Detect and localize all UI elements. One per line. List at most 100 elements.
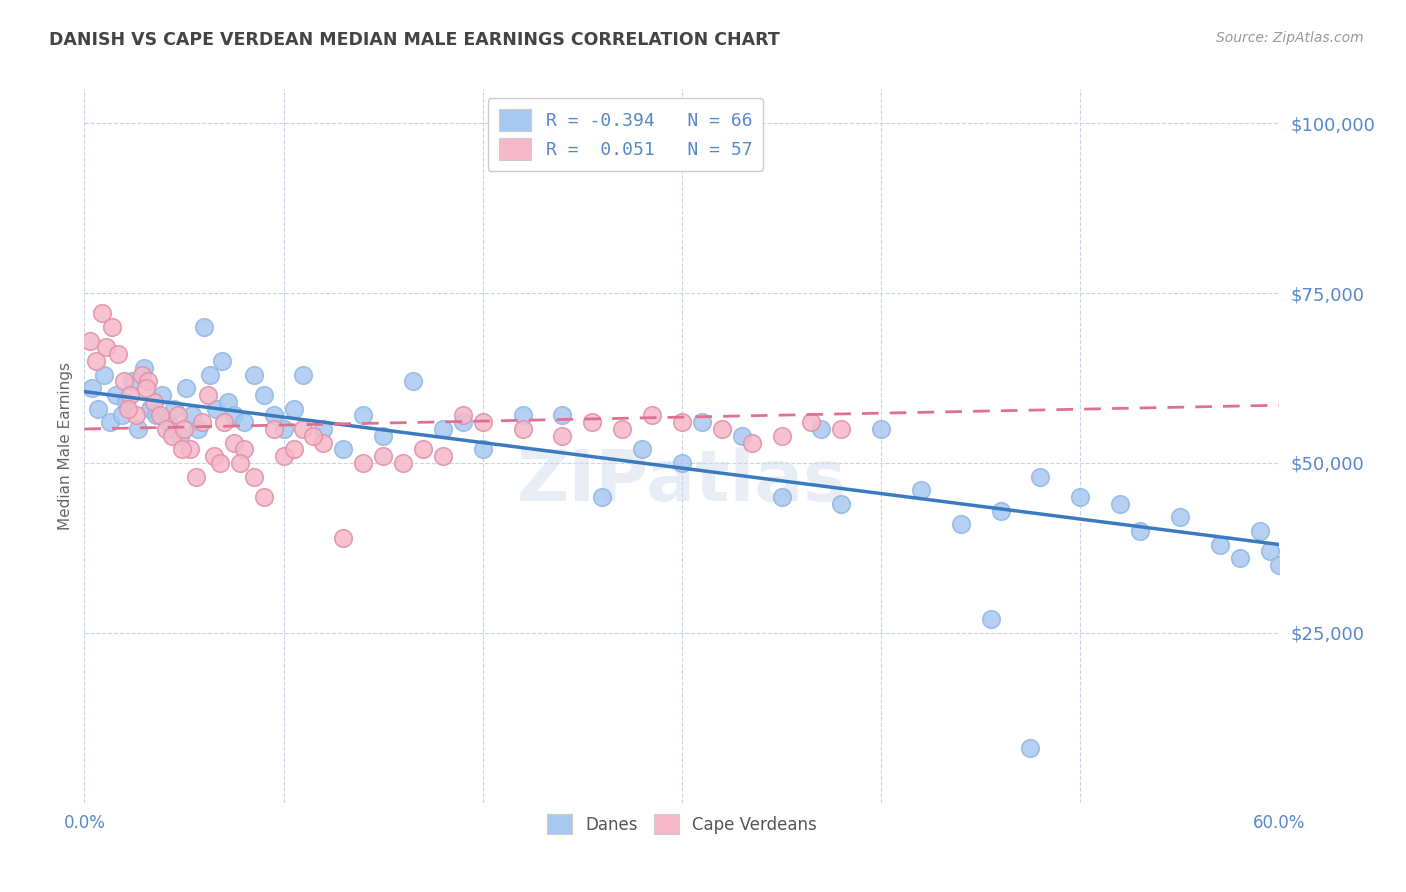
Point [160, 429, 183, 443]
Point [830, 422, 852, 436]
Point [512, 409, 534, 423]
Point [222, 409, 245, 423]
Point [283, 401, 305, 416]
Point [187, 422, 209, 436]
Point [184, 469, 207, 483]
Point [205, 401, 228, 416]
Point [211, 354, 233, 368]
Point [332, 442, 354, 457]
Point [273, 449, 295, 463]
Point [105, 388, 128, 402]
Point [107, 347, 129, 361]
Point [671, 415, 693, 429]
Text: Source: ZipAtlas.com: Source: ZipAtlas.com [1216, 31, 1364, 45]
Point [731, 429, 754, 443]
Point [101, 320, 124, 334]
Point [551, 429, 574, 443]
Point [1258, 544, 1281, 558]
Point [212, 415, 235, 429]
Point [551, 409, 574, 423]
Point [217, 394, 239, 409]
Point [292, 422, 315, 436]
Point [741, 435, 763, 450]
Point [631, 442, 654, 457]
Y-axis label: Median Male Earnings: Median Male Earnings [58, 362, 73, 530]
Point [117, 401, 139, 416]
Point [302, 429, 325, 443]
Point [120, 388, 142, 402]
Point [581, 415, 603, 429]
Point [392, 456, 415, 470]
Point [139, 401, 162, 416]
Point [263, 422, 285, 436]
Point [181, 409, 204, 423]
Point [352, 456, 374, 470]
Point [283, 442, 305, 457]
Point [451, 415, 474, 429]
Point [155, 422, 177, 436]
Point [222, 435, 245, 450]
Point [127, 422, 149, 436]
Point [121, 375, 143, 389]
Point [352, 409, 374, 423]
Point [292, 368, 315, 382]
Point [91, 306, 114, 320]
Point [145, 409, 167, 423]
Point [471, 442, 494, 457]
Point [671, 456, 693, 470]
Point [432, 449, 454, 463]
Point [949, 517, 972, 532]
Point [149, 409, 172, 423]
Point [800, 415, 823, 429]
Point [242, 368, 264, 382]
Point [1129, 524, 1152, 538]
Point [202, 449, 225, 463]
Point [115, 394, 138, 409]
Point [1069, 490, 1091, 504]
Point [870, 422, 893, 436]
Point [143, 394, 166, 409]
Point [86, 354, 108, 368]
Point [1019, 741, 1042, 756]
Point [173, 422, 195, 436]
Point [87, 401, 110, 416]
Point [770, 490, 793, 504]
Point [591, 490, 613, 504]
Point [232, 415, 254, 429]
Text: ZIPatlas: ZIPatlas [517, 447, 846, 516]
Point [193, 320, 215, 334]
Point [1209, 537, 1232, 551]
Point [163, 401, 186, 416]
Point [471, 415, 494, 429]
Point [1109, 497, 1132, 511]
Point [82, 381, 104, 395]
Point [131, 368, 153, 382]
Point [830, 497, 852, 511]
Point [612, 422, 634, 436]
Point [312, 422, 335, 436]
Point [167, 409, 190, 423]
Point [125, 409, 148, 423]
Point [710, 422, 733, 436]
Point [174, 381, 197, 395]
Point [373, 449, 395, 463]
Point [1168, 510, 1191, 524]
Point [112, 375, 135, 389]
Point [79, 334, 101, 348]
Point [157, 415, 180, 429]
Point [96, 341, 118, 355]
Point [910, 483, 932, 498]
Point [93, 368, 115, 382]
Point [451, 409, 474, 423]
Point [273, 422, 295, 436]
Point [132, 360, 156, 375]
Point [150, 388, 173, 402]
Point [1229, 551, 1251, 566]
Point [312, 435, 335, 450]
Point [242, 469, 264, 483]
Point [136, 375, 159, 389]
Point [191, 415, 214, 429]
Point [135, 381, 157, 395]
Point [263, 409, 285, 423]
Point [402, 375, 425, 389]
